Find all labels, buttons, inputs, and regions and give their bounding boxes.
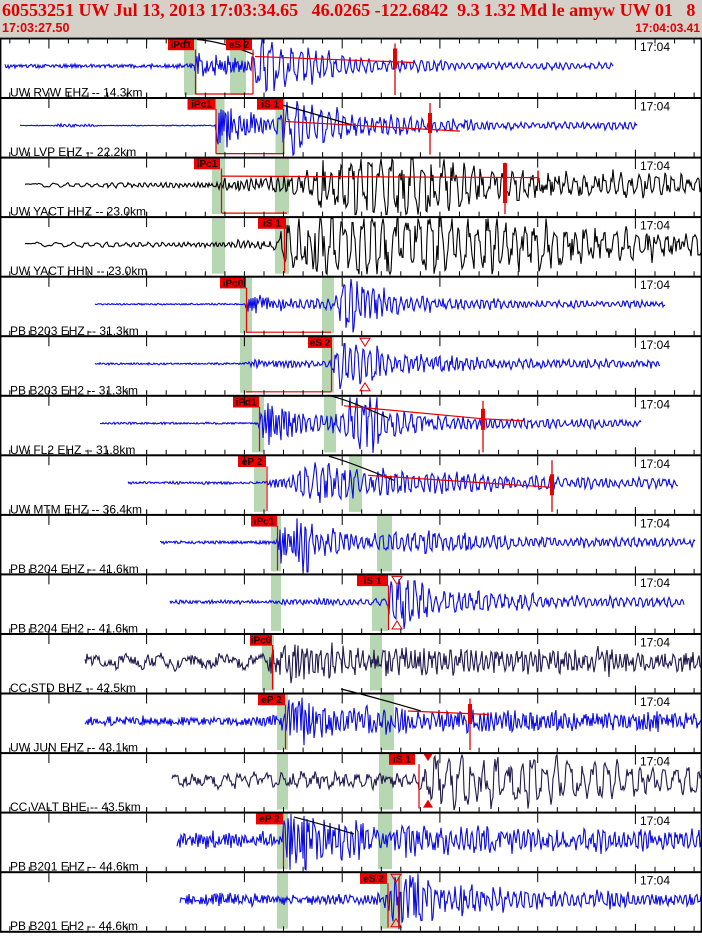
svg-text:eP 2: eP 2: [242, 457, 263, 468]
svg-text:PB B204 EH2 -- 41.6km: PB B204 EH2 -- 41.6km: [10, 622, 138, 636]
svg-text:UW YACT HHN -- 23.0km: UW YACT HHN -- 23.0km: [10, 264, 147, 278]
svg-text:17:04: 17:04: [640, 755, 670, 769]
svg-text:eS 2: eS 2: [363, 874, 384, 885]
svg-text:iPc1: iPc1: [191, 100, 212, 111]
svg-text:17:04: 17:04: [640, 516, 670, 530]
svg-text:17:04: 17:04: [640, 219, 670, 233]
svg-text:17:04: 17:04: [640, 100, 670, 114]
svg-text:17:04: 17:04: [640, 874, 670, 888]
svg-text:PB B201 EHZ -- 44.6km: PB B201 EHZ -- 44.6km: [10, 860, 139, 874]
svg-text:17:04: 17:04: [640, 278, 670, 292]
svg-text:UW YACT HHZ -- 23.0km: UW YACT HHZ -- 23.0km: [10, 205, 146, 219]
svg-text:eP 2: eP 2: [259, 814, 280, 825]
svg-text:iPc0: iPc0: [251, 636, 272, 647]
svg-text:iPc0: iPc0: [223, 278, 244, 289]
svg-text:iS 1: iS 1: [393, 755, 411, 766]
svg-text:17:04: 17:04: [640, 636, 670, 650]
svg-text:PB B204 EHZ -- 41.6km: PB B204 EHZ -- 41.6km: [10, 562, 139, 576]
svg-text:iS 1: iS 1: [263, 219, 281, 230]
svg-text:17:04: 17:04: [640, 814, 670, 828]
svg-text:17:04: 17:04: [640, 338, 670, 352]
svg-text:iPd1: iPd1: [235, 397, 257, 408]
svg-text:17:04: 17:04: [640, 695, 670, 709]
svg-text:PB B203 EHZ -- 31.3km: PB B203 EHZ -- 31.3km: [10, 324, 139, 338]
svg-text:UW JUN EHZ -- 43.1km: UW JUN EHZ -- 43.1km: [10, 741, 138, 755]
svg-text:17:04: 17:04: [640, 576, 670, 590]
svg-text:iPd1: iPd1: [170, 40, 192, 51]
svg-text:eP 2: eP 2: [261, 695, 282, 706]
svg-text:eS 2: eS 2: [229, 40, 250, 51]
svg-text:17:04: 17:04: [640, 159, 670, 173]
svg-text:UW LVP EHZ -- 22.2km: UW LVP EHZ -- 22.2km: [10, 145, 136, 159]
svg-text:CC VALT BHE -- 43.5km: CC VALT BHE -- 43.5km: [10, 800, 141, 814]
svg-text:eS 2: eS 2: [310, 338, 331, 349]
svg-text:UW MTM EHZ -- 36.4km: UW MTM EHZ -- 36.4km: [10, 502, 142, 516]
svg-text:17:04: 17:04: [640, 457, 670, 471]
svg-text:iPc1: iPc1: [254, 517, 275, 528]
svg-text:iPc1: iPc1: [197, 159, 218, 170]
svg-text:UW FL2 EHZ -- 31.8km: UW FL2 EHZ -- 31.8km: [10, 443, 135, 457]
svg-text:PB B203 EH2 -- 31.3km: PB B203 EH2 -- 31.3km: [10, 383, 138, 397]
svg-text:PB B201 EH2 -- 44.6km: PB B201 EH2 -- 44.6km: [10, 919, 138, 933]
svg-text:17:04: 17:04: [640, 40, 670, 54]
svg-text:17:04: 17:04: [640, 397, 670, 411]
svg-text:UW RVW EHZ -- 14.3km: UW RVW EHZ -- 14.3km: [10, 86, 142, 100]
svg-text:CC STD BHZ -- 42.5km: CC STD BHZ -- 42.5km: [10, 681, 136, 695]
svg-text:iS 1: iS 1: [364, 576, 382, 587]
svg-text:iS 1: iS 1: [261, 100, 279, 111]
